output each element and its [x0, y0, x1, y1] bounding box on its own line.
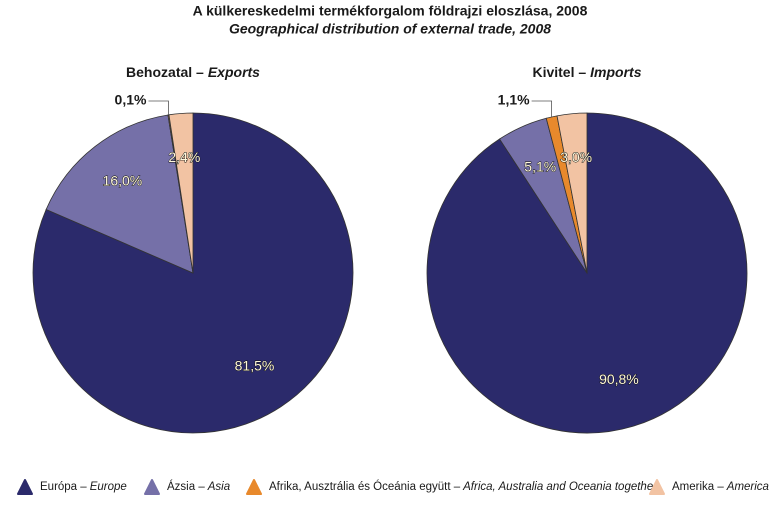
legend-name: Amerika – [672, 481, 724, 493]
legend-name: Európa – [40, 481, 87, 493]
pie-title-en: Imports [590, 64, 642, 80]
pie-slice [45, 114, 194, 274]
legend-swatch [17, 479, 33, 495]
legend-name: Ázsia – [167, 480, 205, 493]
value-label: 2,4% [168, 149, 200, 165]
leader-line [531, 100, 553, 117]
value-label: 1,1% [498, 92, 530, 108]
value-label: 81,5% [235, 357, 275, 373]
legend-swatch [144, 479, 160, 495]
legend-name: Afrika, Ausztrália és Óceánia együtt – [269, 480, 461, 493]
pie-title: Behozatal – Exports [126, 64, 260, 80]
legend-name-en: America [726, 481, 769, 493]
pie-title-hu: Kivitel – [532, 64, 586, 80]
legend-name-en: Europe [90, 481, 127, 493]
legend-label: Afrika, Ausztrália és Óceánia együtt – Af… [269, 480, 658, 493]
legend-swatch [246, 479, 262, 495]
leader-line [148, 100, 169, 115]
pie-title-en: Exports [208, 64, 260, 80]
pie-title: Kivitel – Imports [532, 64, 641, 80]
legend-label: Európa – Europe [40, 481, 127, 493]
legend-name-en: Asia [207, 481, 230, 493]
pie-slice [556, 112, 588, 274]
value-label: 5,1% [524, 158, 556, 174]
legend-name-en: Africa, Australia and Oceania together [462, 481, 658, 493]
value-label: 16,0% [103, 173, 143, 189]
legend-label: Ázsia – Asia [167, 480, 230, 493]
value-label: 3,0% [560, 149, 592, 165]
chart-subtitle: Geographical distribution of external tr… [229, 21, 551, 37]
pie-slice [168, 112, 194, 274]
legend-label: Amerika – America [672, 481, 769, 493]
legend-swatch [649, 479, 665, 495]
pie-title-hu: Behozatal – [126, 64, 204, 80]
value-label: 0,1% [115, 92, 147, 108]
chart-title: A külkereskedelmi termékforgalom földraj… [193, 3, 588, 19]
value-label: 90,8% [599, 371, 639, 387]
